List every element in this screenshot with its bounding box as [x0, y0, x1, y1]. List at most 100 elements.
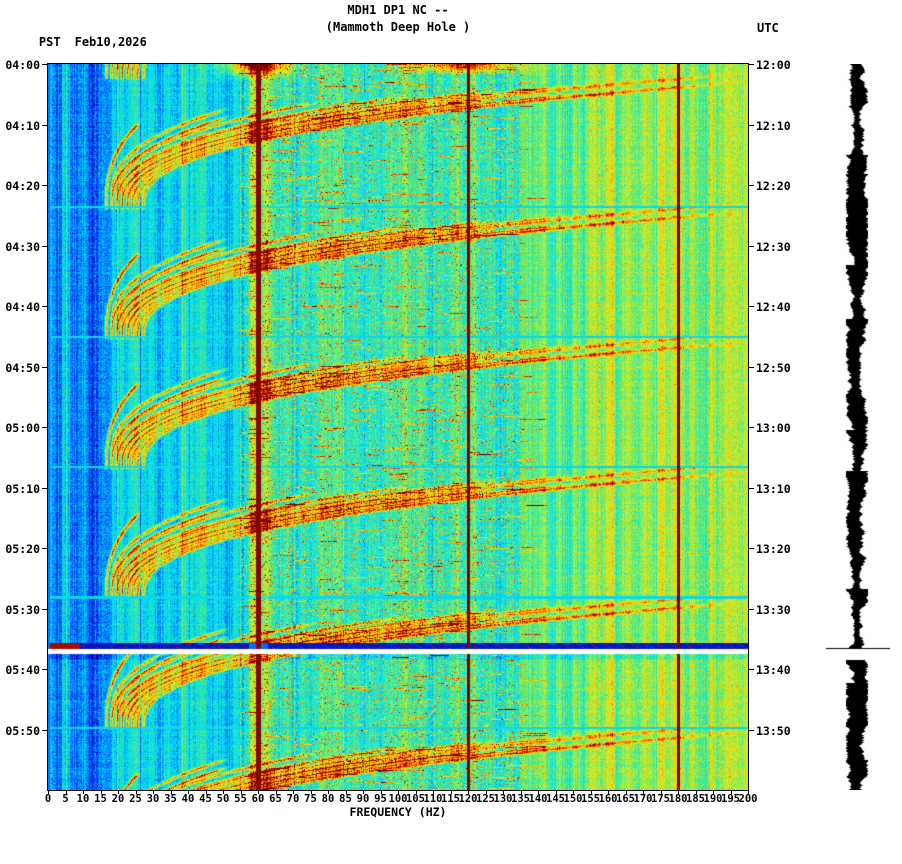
freq-tick-mark	[170, 791, 172, 794]
freq-tick-mark	[415, 791, 417, 794]
freq-tick-mark	[380, 791, 382, 794]
tz-label-pst: PST	[38, 35, 61, 49]
pst-tick-label: 04:30	[5, 239, 40, 254]
freq-tick-mark	[310, 791, 312, 794]
freq-tick-label: 40	[181, 793, 195, 805]
utc-tick-label: 13:40	[756, 663, 791, 677]
freq-tick-label: 175	[651, 793, 670, 805]
utc-tick-mark	[748, 64, 754, 65]
freq-tick-mark	[275, 791, 277, 794]
pst-tick-mark	[42, 548, 48, 549]
freq-tick-label: 130	[493, 793, 513, 805]
freq-tick-mark	[433, 791, 434, 794]
freq-tick-mark	[678, 791, 679, 794]
pst-tick-label: 04:50	[5, 360, 40, 375]
pst-tick-mark	[42, 366, 48, 368]
timezone-left-label: PST Feb10,2026	[10, 21, 161, 63]
pst-tick-label: 05:00	[5, 421, 40, 435]
freq-tick-label: 150	[563, 793, 583, 805]
pst-tick-label: 04:00	[5, 58, 40, 72]
utc-tick-label: 13:10	[756, 481, 791, 496]
freq-tick-label: 110	[423, 793, 443, 805]
utc-tick-mark	[748, 306, 754, 307]
freq-tick-label: 165	[616, 793, 635, 805]
freq-tick-mark	[363, 791, 364, 794]
freq-tick-label: 5	[62, 793, 69, 805]
freq-tick-mark	[135, 791, 137, 794]
utc-tick-mark	[748, 185, 754, 186]
freq-tick-mark	[713, 791, 714, 794]
utc-tick-label: 13:00	[756, 421, 791, 435]
plot-frame-bottom	[47, 790, 749, 791]
freq-tick-label: 190	[703, 793, 723, 805]
pst-tick-mark	[42, 669, 48, 670]
freq-tick-label: 80	[321, 793, 335, 805]
page-title: MDH1 DP1 NC --	[347, 3, 449, 17]
freq-axis-label: FREQUENCY (HZ)	[349, 805, 447, 819]
freq-tick-label: 120	[458, 793, 478, 805]
freq-tick-label: 25	[129, 793, 142, 805]
utc-tick-label: 12:20	[756, 179, 791, 193]
freq-tick-mark	[730, 791, 732, 794]
freq-tick-mark	[205, 791, 207, 794]
utc-tick-label: 13:20	[756, 542, 791, 556]
freq-tick-mark	[625, 791, 627, 794]
freq-tick-mark	[450, 791, 452, 794]
freq-tick-label: 95	[374, 793, 387, 805]
page-subtitle: (Mammoth Deep Hole )	[325, 20, 471, 34]
pst-tick-label: 04:20	[5, 179, 40, 193]
freq-tick-label: 0	[44, 793, 52, 805]
freq-tick-mark	[643, 791, 644, 794]
utc-tick-mark	[748, 669, 754, 670]
freq-tick-label: 155	[581, 793, 600, 805]
plot-frame-top	[47, 63, 749, 64]
freq-tick-mark	[590, 791, 592, 794]
spectrogram-canvas	[48, 64, 748, 790]
pst-tick-label: 05:50	[5, 723, 40, 738]
pst-tick-mark	[42, 64, 48, 65]
freq-tick-mark	[258, 791, 259, 794]
utc-tick-mark	[748, 366, 754, 368]
freq-tick-mark	[223, 791, 224, 794]
utc-tick-label: 12:30	[756, 239, 791, 254]
utc-tick-label: 12:10	[756, 118, 791, 133]
freq-tick-label: 85	[339, 793, 352, 805]
pst-tick-mark	[42, 306, 48, 307]
pst-tick-mark	[42, 608, 48, 610]
freq-tick-mark	[153, 791, 154, 794]
freq-tick-mark	[48, 791, 49, 794]
pst-tick-mark	[42, 185, 48, 186]
utc-tick-mark	[748, 487, 754, 489]
pst-tick-label: 04:10	[5, 118, 40, 133]
utc-tick-label: 12:00	[756, 58, 791, 72]
freq-tick-label: 20	[111, 793, 125, 805]
freq-tick-mark	[468, 791, 469, 794]
pst-tick-label: 05:10	[5, 481, 40, 496]
utc-tick-label: 12:50	[756, 360, 791, 375]
freq-tick-label: 185	[686, 793, 705, 805]
freq-tick-mark	[573, 791, 574, 794]
freq-tick-label: 50	[216, 793, 230, 805]
pst-tick-label: 04:40	[5, 300, 40, 314]
freq-tick-mark	[520, 791, 522, 794]
freq-tick-label: 30	[146, 793, 160, 805]
utc-tick-mark	[748, 608, 754, 610]
freq-tick-label: 160	[598, 793, 618, 805]
tz-label-utc: UTC	[757, 21, 779, 35]
pst-tick-mark	[42, 124, 48, 126]
freq-tick-label: 70	[286, 793, 300, 805]
freq-tick-mark	[695, 791, 697, 794]
freq-tick-mark	[100, 791, 102, 794]
utc-tick-label: 13:30	[756, 602, 791, 617]
freq-tick-mark	[748, 791, 749, 794]
freq-tick-label: 200	[738, 793, 758, 805]
freq-tick-mark	[83, 791, 84, 794]
utc-tick-mark	[748, 124, 754, 126]
freq-tick-label: 170	[633, 793, 653, 805]
freq-tick-label: 60	[251, 793, 265, 805]
freq-tick-label: 105	[406, 793, 425, 805]
freq-tick-label: 15	[94, 793, 107, 805]
freq-tick-label: 10	[76, 793, 90, 805]
freq-tick-mark	[345, 791, 347, 794]
date-label: Feb10,2026	[74, 35, 147, 49]
